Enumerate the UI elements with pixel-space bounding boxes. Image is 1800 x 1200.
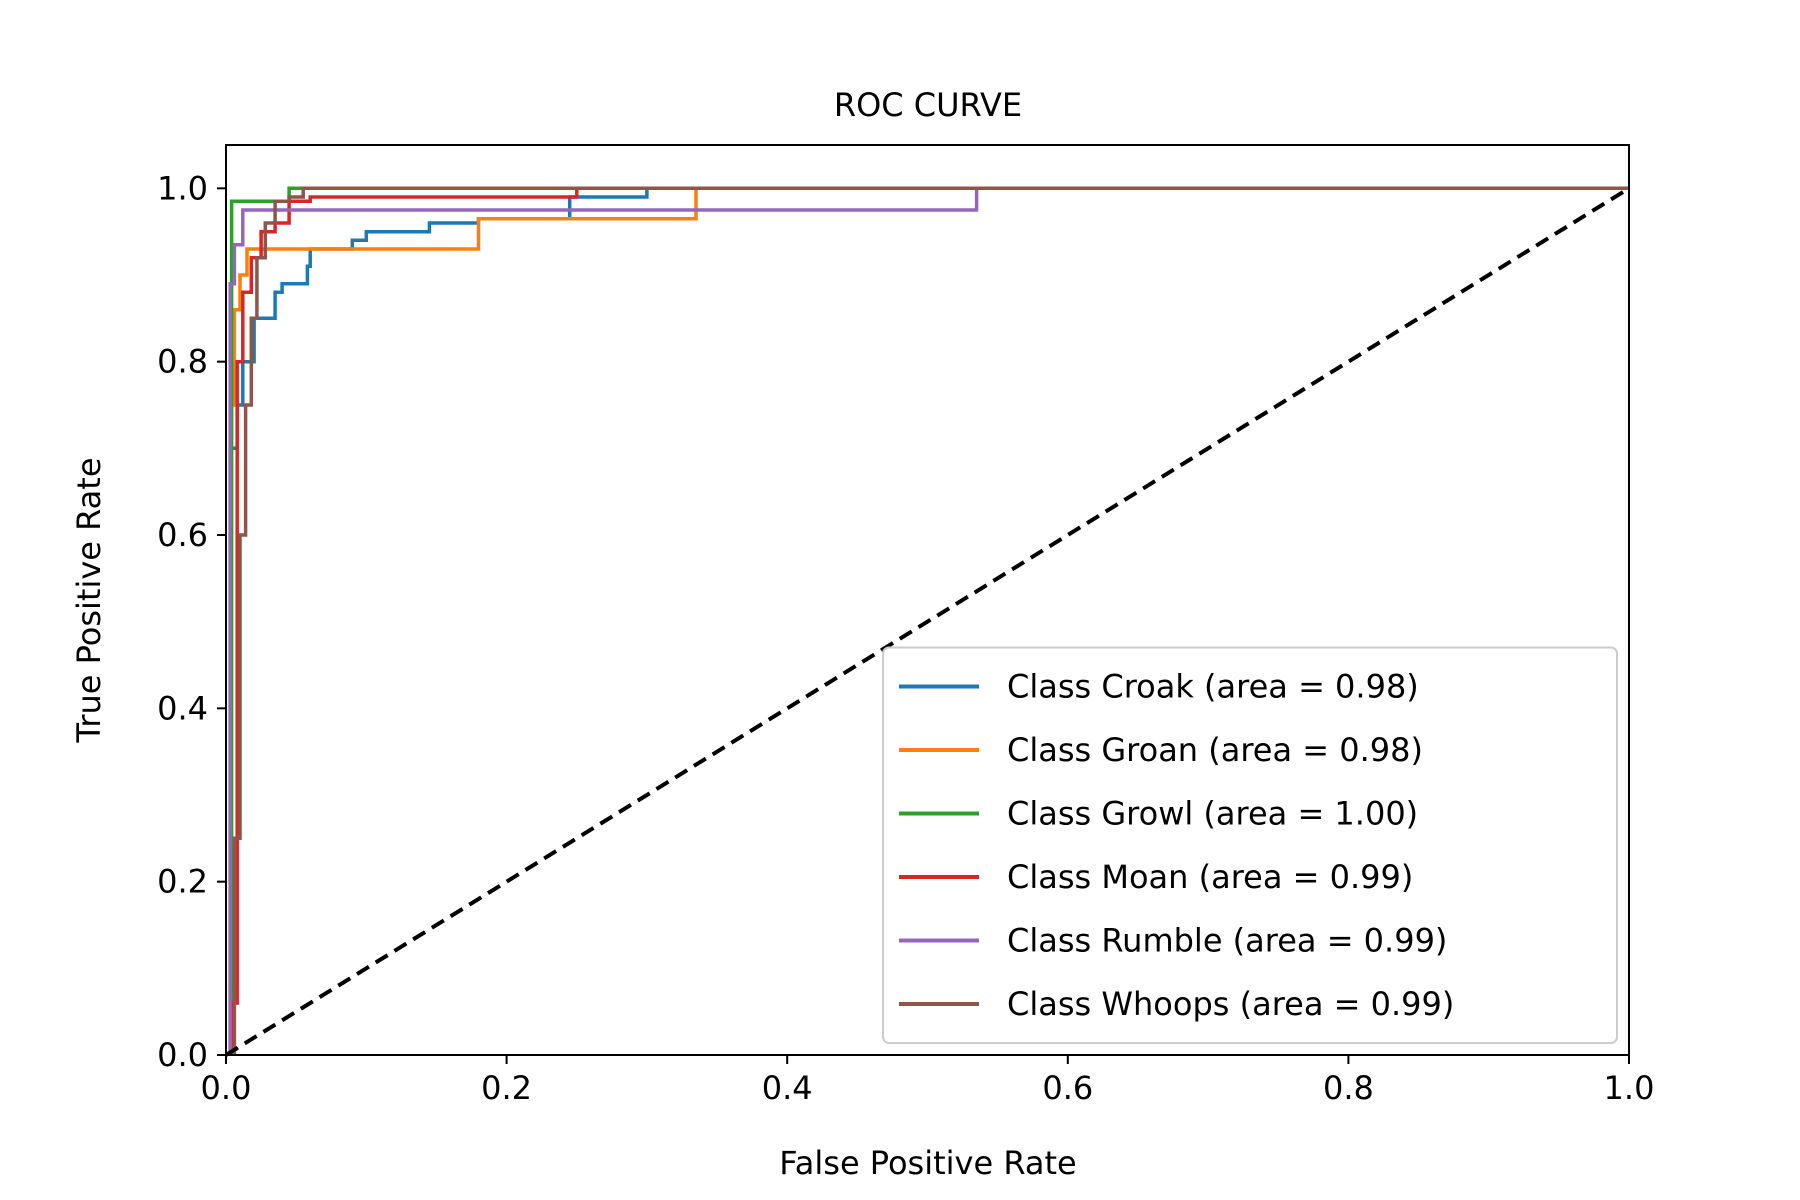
y-axis-label: True Positive Rate [70,457,108,743]
series-layer [226,186,1629,1055]
plot-frame [225,144,1630,1056]
legend-box [882,646,1618,1044]
y-tick-label: 0.0 [157,1036,208,1074]
x-tick-label: 1.0 [1604,1069,1655,1107]
legend-label: Class Rumble (area = 0.99) [1007,922,1447,960]
x-axis-label: False Positive Rate [779,1144,1076,1182]
x-tick-label: 0.0 [201,1069,252,1107]
legend-label: Class Moan (area = 0.99) [1007,858,1413,896]
legend-label: Class Whoops (area = 0.99) [1007,985,1454,1023]
y-tick-label: 0.6 [157,516,208,554]
reference-diagonal-line [224,186,1631,1057]
legend: Class Croak (area = 0.98) Class Groan (ar… [882,646,1618,1044]
y-axis-ticks: 0.0 0.2 0.4 0.6 0.8 1.0 [157,169,226,1074]
x-tick-label: 0.2 [481,1069,532,1107]
x-tick-label: 0.4 [762,1069,813,1107]
reference-layer [224,186,1631,1057]
legend-label: Class Croak (area = 0.98) [1007,668,1419,706]
legend-label: Class Growl (area = 1.00) [1007,795,1418,833]
x-tick-label: 0.6 [1042,1069,1093,1107]
y-tick-label: 0.8 [157,343,208,381]
chart-title: ROC CURVE [834,86,1022,124]
y-tick-label: 1.0 [157,169,208,207]
series-line-5 [226,186,1629,1055]
x-tick-label: 0.8 [1323,1069,1374,1107]
series-line-4 [226,186,1629,1055]
y-tick-label: 0.2 [157,863,208,901]
y-tick-label: 0.4 [157,689,208,727]
series-line-3 [226,186,1629,1055]
legend-label: Class Groan (area = 0.98) [1007,731,1423,769]
x-axis-ticks: 0.0 0.2 0.4 0.6 0.8 1.0 [201,1055,1655,1107]
